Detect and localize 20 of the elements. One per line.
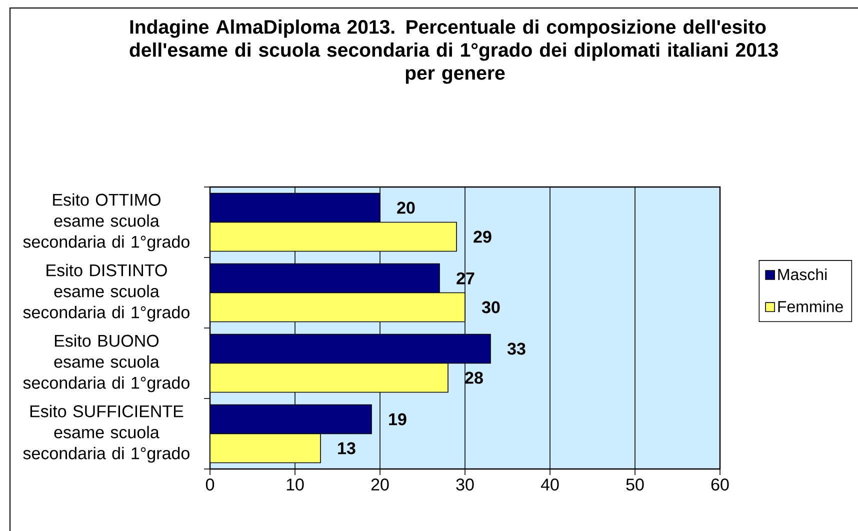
legend-label: Maschi bbox=[778, 268, 827, 280]
data-label: 13 bbox=[338, 442, 356, 454]
x-tick-label: 30 bbox=[456, 478, 474, 491]
y-tick-label: Esito SUFFICIENTE esame scuola secondaria di 1°grado bbox=[23, 404, 190, 463]
data-label: 33 bbox=[507, 342, 526, 355]
chart-title: Indagine AlmaDiploma 2013. Percentuale di composizione dell'esito dell'esame di scuola secondaria di 1°grado dei diplomati italiani 2013 per genere bbox=[130, 20, 778, 84]
x-tick-label: 40 bbox=[540, 478, 559, 491]
x-tick-label: 10 bbox=[286, 478, 304, 491]
x-tick-label: 50 bbox=[626, 478, 644, 491]
y-tick-label: Esito DISTINTO esame scuola secondaria di 1°grado bbox=[23, 264, 190, 322]
x-tick-label: 20 bbox=[371, 478, 389, 491]
data-label: 19 bbox=[389, 413, 406, 426]
data-label: 30 bbox=[482, 301, 500, 314]
x-tick-label: 0 bbox=[206, 478, 214, 491]
data-label: 20 bbox=[397, 202, 415, 214]
legend-label: Femmine bbox=[778, 300, 843, 312]
y-tick-label: Esito OTTIMO esame scuola secondaria di 1°grado bbox=[23, 193, 190, 252]
data-label: 29 bbox=[474, 230, 492, 243]
y-tick-label: Esito BUONO esame scuola secondaria di 1°grado bbox=[23, 334, 190, 392]
x-tick-label: 60 bbox=[711, 478, 729, 491]
